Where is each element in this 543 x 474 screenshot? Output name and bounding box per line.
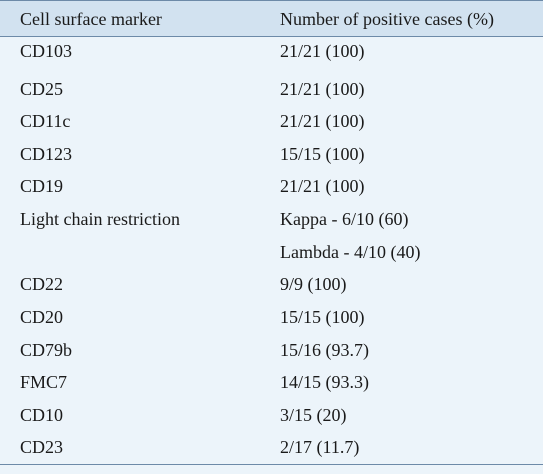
header-cell-cases: Number of positive cases (%) bbox=[280, 9, 494, 29]
header-cell-marker: Cell surface marker bbox=[20, 9, 162, 29]
row-marker-cell: CD10 bbox=[20, 405, 64, 425]
row-cases-cell: 9/9 (100) bbox=[280, 274, 347, 294]
table-bottom-rule bbox=[0, 464, 543, 465]
row-marker-cell: CD23 bbox=[20, 437, 64, 457]
row-marker-cell: CD11c bbox=[20, 111, 71, 131]
row-marker-cell: CD103 bbox=[20, 41, 73, 61]
row-cases-cell: 2/17 (11.7) bbox=[280, 437, 360, 457]
row-marker-cell: FMC7 bbox=[20, 372, 68, 392]
row-cases-cell: 21/21 (100) bbox=[280, 111, 365, 131]
row-marker-cell: CD19 bbox=[20, 176, 64, 196]
row-cases-cell: 14/15 (93.3) bbox=[280, 372, 369, 392]
row-marker-cell: CD79b bbox=[20, 340, 73, 360]
row-cases-cell: Lambda - 4/10 (40) bbox=[280, 242, 421, 262]
row-cases-cell: 21/21 (100) bbox=[280, 41, 365, 61]
row-marker-cell: CD22 bbox=[20, 274, 64, 294]
table-header bbox=[0, 0, 543, 37]
row-cases-cell: 15/16 (93.7) bbox=[280, 340, 369, 360]
row-cases-cell: 21/21 (100) bbox=[280, 79, 365, 99]
row-marker-cell: CD20 bbox=[20, 307, 64, 327]
row-cases-cell: Kappa - 6/10 (60) bbox=[280, 209, 409, 229]
row-marker-cell: CD123 bbox=[20, 144, 73, 164]
row-marker-cell: Light chain restriction bbox=[20, 209, 180, 229]
row-cases-cell: 15/15 (100) bbox=[280, 144, 365, 164]
row-marker-cell: CD25 bbox=[20, 79, 64, 99]
row-cases-cell: 21/21 (100) bbox=[280, 176, 365, 196]
row-cases-cell: 15/15 (100) bbox=[280, 307, 365, 327]
row-cases-cell: 3/15 (20) bbox=[280, 405, 347, 425]
